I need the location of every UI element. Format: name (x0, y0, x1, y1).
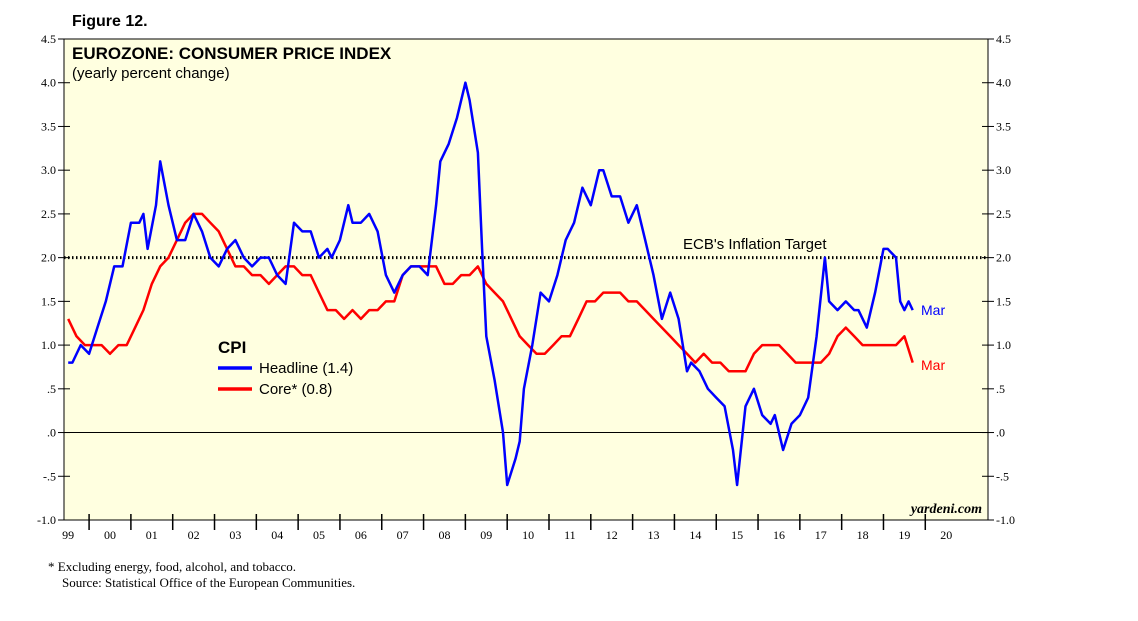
legend-core-label: Core* (0.8) (259, 381, 332, 398)
y-tick-label-left: 4.5 (41, 32, 56, 46)
x-tick-label: 05 (313, 528, 325, 542)
x-tick-label: 08 (438, 528, 450, 542)
x-tick-label: 02 (188, 528, 200, 542)
y-tick-label-right: 3.0 (996, 163, 1011, 177)
y-tick-label-left: 2.5 (41, 207, 56, 221)
x-tick-label: 00 (104, 528, 116, 542)
y-tick-label-left: .5 (47, 382, 56, 396)
y-tick-label-right: 2.5 (996, 207, 1011, 221)
y-tick-label-right: 1.5 (996, 294, 1011, 308)
x-tick-label: 04 (271, 528, 283, 542)
core-end-label: Mar (921, 357, 945, 373)
headline-series-line (68, 81, 914, 487)
core-series-line (67, 212, 914, 373)
y-tick-label-left: 1.0 (41, 338, 56, 352)
x-tick-label: 18 (857, 528, 869, 542)
x-axis: 99 00 01 02 03 04 05 06 07 08 09 10 11 12 13 14 15 16 17 18… (62, 514, 952, 542)
x-tick-label: 12 (606, 528, 618, 542)
y-tick-label-left: 4.0 (41, 76, 56, 90)
y-tick-label-right: -.5 (996, 469, 1009, 483)
x-tick-label: 01 (146, 528, 158, 542)
x-tick-label: 03 (229, 528, 241, 542)
legend: CPI Headline (1.4) Core* (0.8) (218, 338, 353, 398)
footnote-line-2: Source: Statistical Office of the Europe… (62, 575, 355, 590)
x-tick-label: 09 (480, 528, 492, 542)
footnote-line-1: * Excluding energy, food, alcohol, and t… (48, 559, 296, 574)
x-tick-label: 13 (648, 528, 660, 542)
x-tick-label: 19 (898, 528, 910, 542)
x-tick-label: 06 (355, 528, 367, 542)
plot-area (63, 38, 989, 521)
legend-headline-label: Headline (1.4) (259, 360, 353, 377)
y-tick-label-right: 2.0 (996, 251, 1011, 265)
y-tick-label-right: 4.0 (996, 76, 1011, 90)
inflation-target-label: ECB's Inflation Target (683, 236, 827, 253)
chart-title: EUROZONE: CONSUMER PRICE INDEX (72, 44, 392, 63)
figure-label: Figure 12. (72, 13, 148, 30)
legend-title: CPI (218, 338, 246, 357)
y-tick-label-right: 3.5 (996, 119, 1011, 133)
y-axis-right: 4.5 4.0 3.5 3.0 2.5 2.0 1.5 1.0 .5 .0 -.5 -1.0 (982, 32, 1015, 527)
x-tick-label: 14 (689, 528, 701, 542)
y-tick-label-right: 4.5 (996, 32, 1011, 46)
x-tick-label: 99 (62, 528, 74, 542)
x-tick-label: 07 (397, 528, 409, 542)
y-tick-label-left: 3.0 (41, 163, 56, 177)
y-axis-left: 4.5 4.0 3.5 3.0 2.5 2.0 1.5 1.0 .5 .0 -.5 -1.0 (37, 32, 70, 527)
y-tick-label-right: -1.0 (996, 513, 1015, 527)
x-tick-label: 17 (815, 528, 827, 542)
y-tick-label-right: .5 (996, 382, 1005, 396)
y-tick-label-left: -1.0 (37, 513, 56, 527)
x-tick-label: 20 (940, 528, 952, 542)
x-tick-label: 15 (731, 528, 743, 542)
headline-end-label: Mar (921, 302, 945, 318)
y-tick-label-left: .0 (47, 426, 56, 440)
x-tick-label: 10 (522, 528, 534, 542)
y-tick-label-right: .0 (996, 426, 1005, 440)
x-tick-label: 16 (773, 528, 785, 542)
y-tick-label-left: 3.5 (41, 119, 56, 133)
x-tick-label: 11 (564, 528, 576, 542)
brand-watermark: yardeni.com (909, 502, 982, 517)
y-tick-label-left: -.5 (43, 469, 56, 483)
y-tick-label-right: 1.0 (996, 338, 1011, 352)
y-tick-label-left: 2.0 (41, 251, 56, 265)
chart-subtitle: (yearly percent change) (72, 65, 230, 82)
y-tick-label-left: 1.5 (41, 294, 56, 308)
